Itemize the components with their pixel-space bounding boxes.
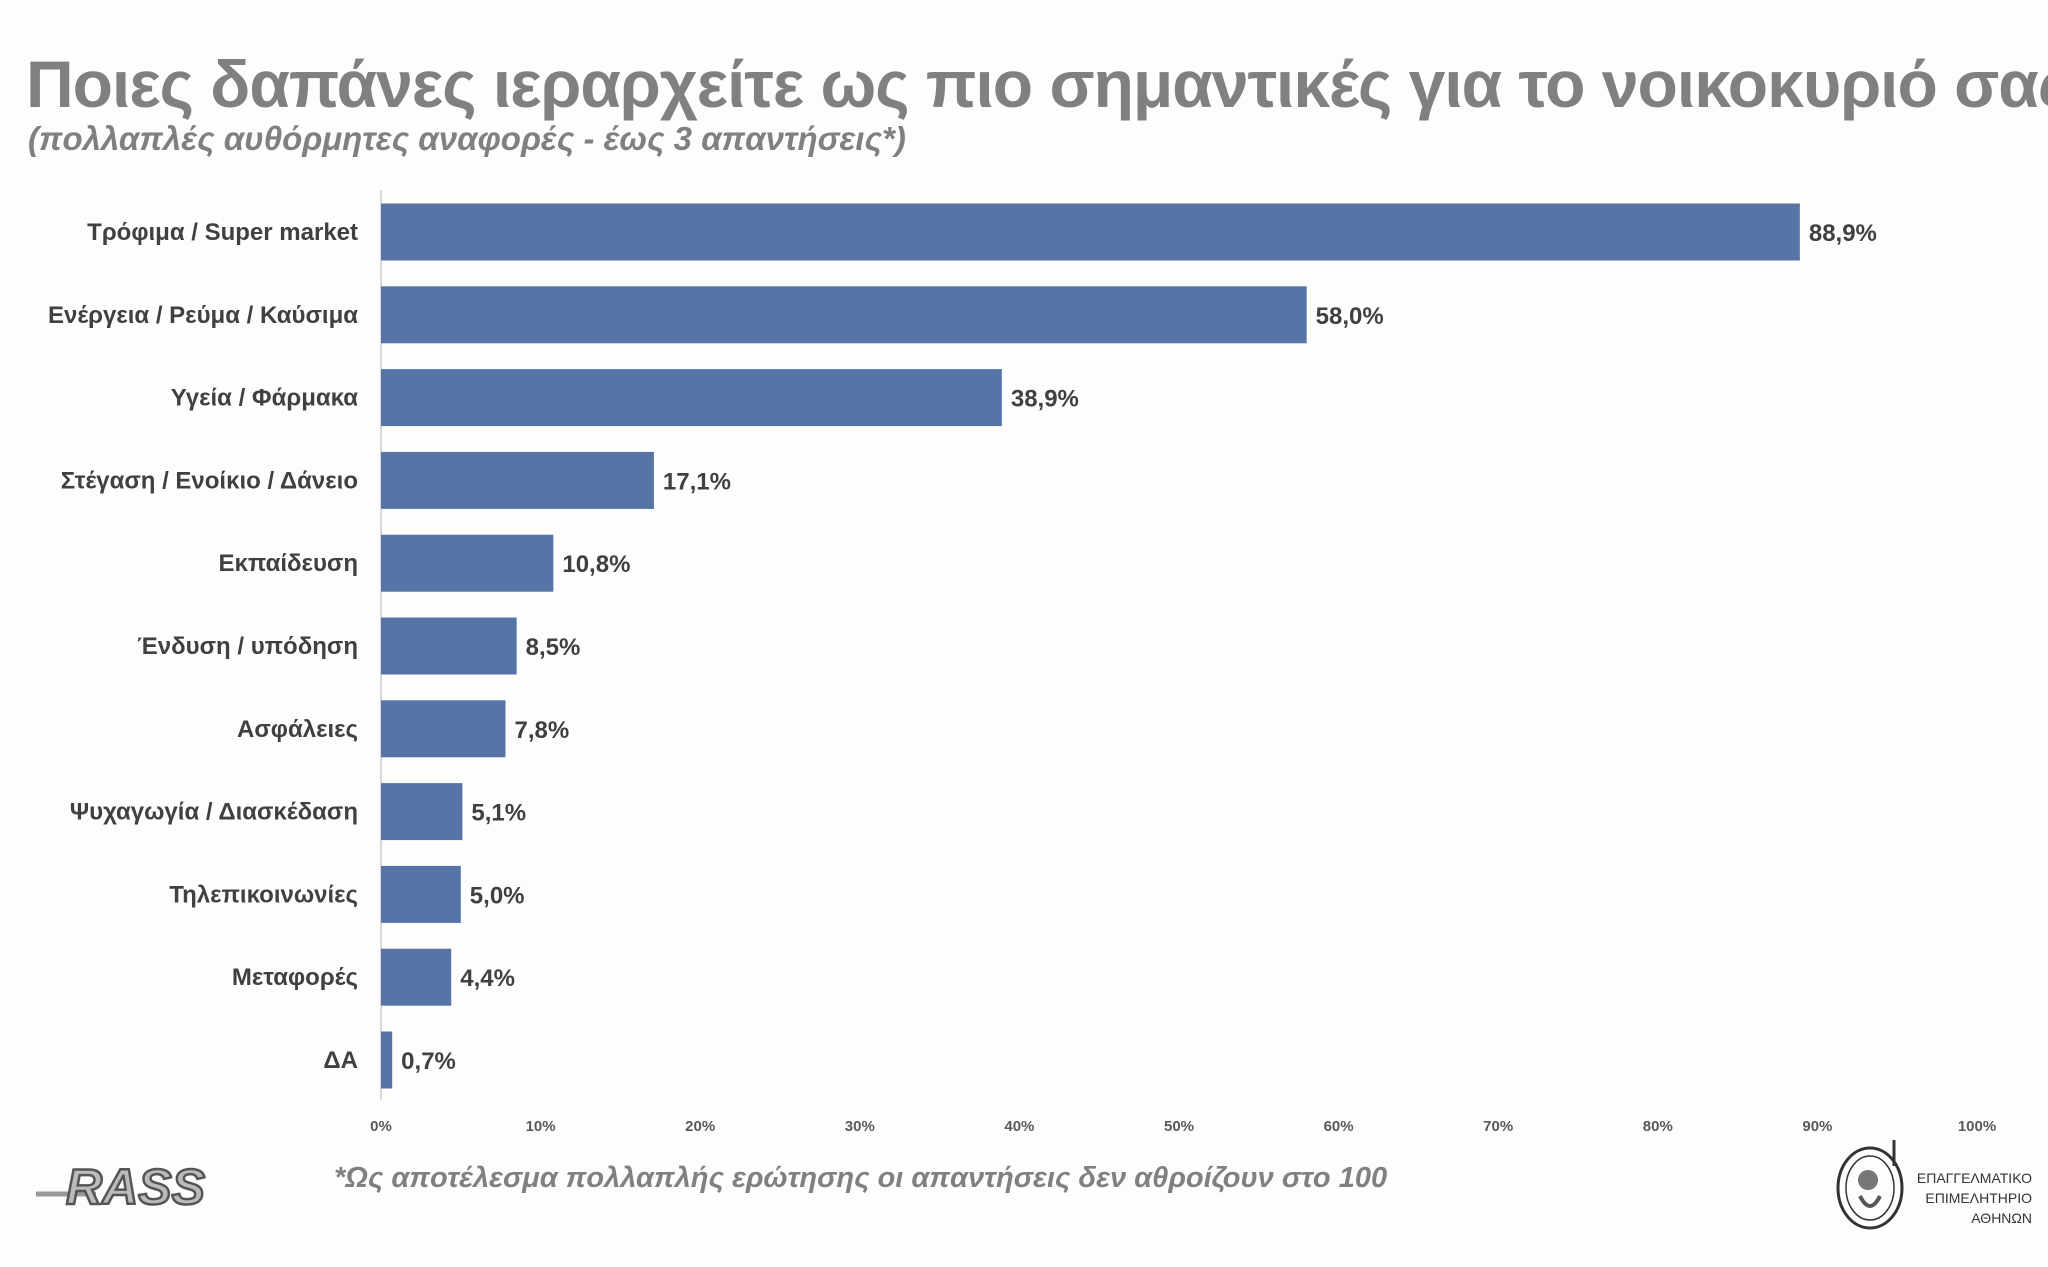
value-label: 38,9% xyxy=(1011,386,1079,413)
x-tick-label: 40% xyxy=(1004,1118,1034,1135)
x-tick-label: 30% xyxy=(845,1118,875,1135)
category-label: Τρόφιμα / Super market xyxy=(87,219,358,246)
category-label: Εκπαίδευση xyxy=(218,550,358,577)
category-label: Τηλεπικοινωνίες xyxy=(169,881,358,908)
bar xyxy=(381,617,517,675)
x-tick-label: 90% xyxy=(1802,1118,1832,1135)
bar xyxy=(381,948,452,1006)
bar xyxy=(381,783,463,841)
value-label: 4,4% xyxy=(460,965,515,992)
bar xyxy=(381,451,654,509)
bar xyxy=(381,1031,393,1089)
athens-chamber-seal xyxy=(1836,1140,1904,1230)
value-label: 17,1% xyxy=(663,468,731,495)
category-label: Ασφάλειες xyxy=(237,716,358,743)
value-label: 58,0% xyxy=(1316,303,1384,330)
x-tick-label: 70% xyxy=(1483,1118,1513,1135)
x-tick-label: 60% xyxy=(1324,1118,1354,1135)
chart-title: Ποιες δαπάνες ιεραρχείτε ως πιο σημαντικ… xyxy=(26,47,2048,121)
x-tick-label: 50% xyxy=(1164,1118,1194,1135)
value-label: 88,9% xyxy=(1809,220,1877,247)
category-label: Ψυχαγωγία / Διασκέδαση xyxy=(70,799,358,826)
category-label: Στέγαση / Ενοίκιο / Δάνειο xyxy=(61,467,358,494)
chart-subtitle: (πολλαπλές αυθόρμητες αναφορές - έως 3 α… xyxy=(28,120,906,157)
rass-logo: RASS xyxy=(36,1158,206,1213)
value-label: 5,1% xyxy=(471,800,526,827)
value-label: 10,8% xyxy=(562,551,630,578)
bar xyxy=(381,286,1307,344)
category-label: ΔΑ xyxy=(323,1047,358,1074)
x-tick-label: 20% xyxy=(685,1118,715,1135)
bar xyxy=(381,369,1002,427)
category-label: Ενέργεια / Ρεύμα / Καύσιμα xyxy=(48,302,358,329)
category-label: Μεταφορές xyxy=(232,964,358,991)
value-label: 8,5% xyxy=(526,634,581,661)
bar xyxy=(381,865,461,923)
chamber-line-1: ΕΠΑΓΓΕΛΜΑΤΙΚΟ xyxy=(1916,1170,2032,1186)
footnote: *Ως αποτέλεσμα πολλαπλής ερώτησης οι απα… xyxy=(334,1162,1388,1194)
category-label: Ένδυση / υπόδηση xyxy=(137,633,358,660)
value-label: 7,8% xyxy=(514,717,569,744)
x-tick-label: 100% xyxy=(1958,1118,1996,1135)
x-tick-label: 0% xyxy=(370,1118,392,1135)
bar xyxy=(381,203,1800,261)
value-label: 0,7% xyxy=(401,1048,456,1075)
x-tick-label: 80% xyxy=(1643,1118,1673,1135)
chamber-line-3: ΑΘΗΝΩΝ xyxy=(1971,1210,2032,1226)
bar xyxy=(381,700,506,758)
x-tick-label: 10% xyxy=(526,1118,556,1135)
bar xyxy=(381,534,554,592)
chamber-line-2: ΕΠΙΜΕΛΗΤΗΡΙΟ xyxy=(1925,1190,2032,1206)
value-label: 5,0% xyxy=(470,882,525,909)
svg-text:RASS: RASS xyxy=(66,1159,205,1213)
category-label: Υγεία / Φάρμακα xyxy=(171,385,359,412)
athens-chamber-name: ΕΠΑΓΓΕΛΜΑΤΙΚΟ ΕΠΙΜΕΛΗΤΗΡΙΟ ΑΘΗΝΩΝ xyxy=(1912,1168,2032,1228)
